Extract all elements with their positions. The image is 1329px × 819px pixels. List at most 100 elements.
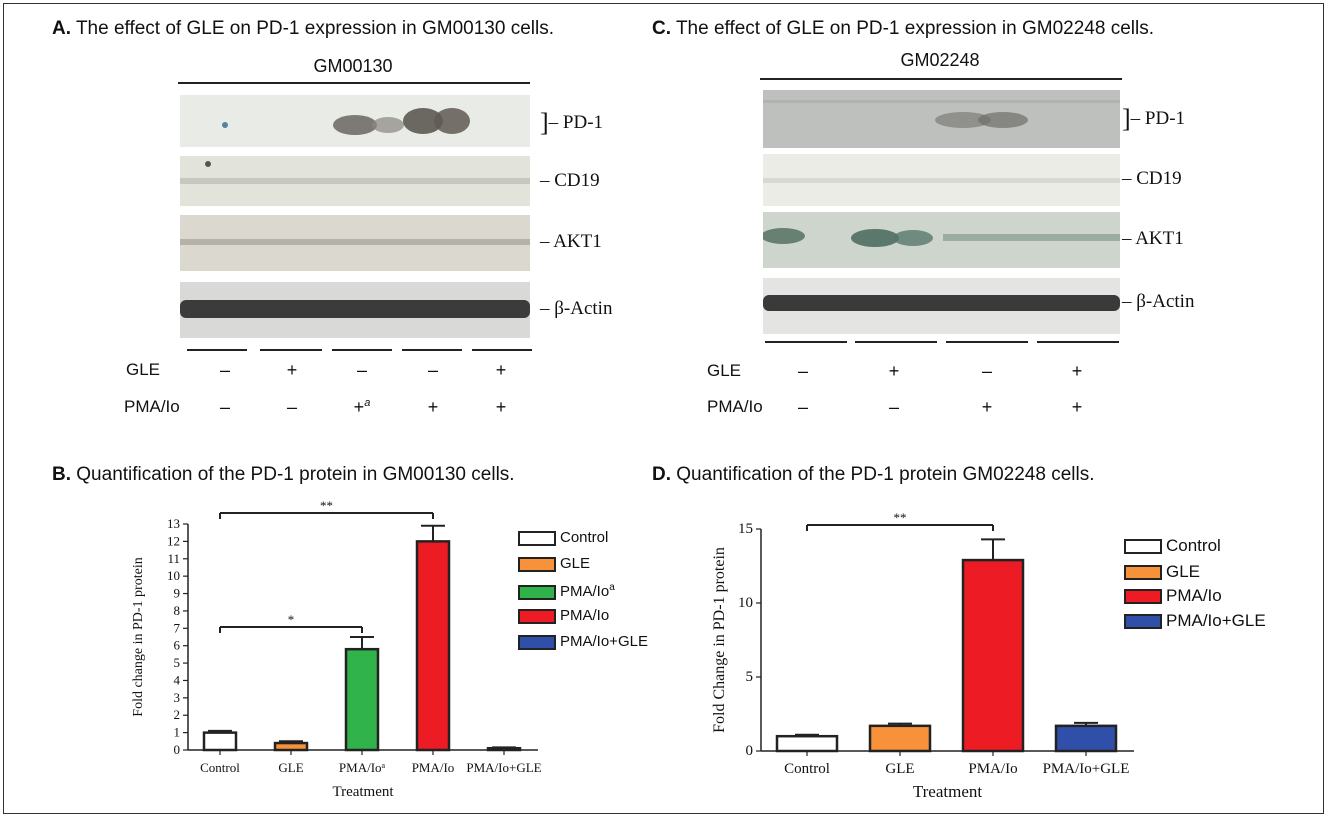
y-tick-label: 1 (174, 725, 181, 740)
panel-a-pd1-blot (180, 95, 530, 147)
panel-a-sign-text: + (353, 397, 365, 417)
y-tick-label: 5 (174, 655, 181, 670)
panel-a-sign: +a (352, 397, 372, 418)
y-tick-label: 13 (167, 516, 180, 531)
panel-c-lane-line (946, 341, 1028, 343)
panel-a-akt1-text: AKT1 (553, 231, 602, 252)
bar (202, 731, 238, 752)
panel-d-legend-item: PMA/Io+GLE (1124, 611, 1266, 631)
panel-b-title-text: Quantification of the PD-1 protein in GM… (76, 464, 515, 485)
bar (1054, 724, 1118, 753)
panel-c-title-text: The effect of GLE on PD-1 expression in … (675, 18, 1154, 39)
x-tick-label: PMA/Io+GLE (1043, 761, 1130, 777)
panel-d-legend-item: PMA/Io (1124, 586, 1222, 606)
significance-label: ** (894, 510, 907, 525)
y-tick-label: 10 (167, 568, 180, 583)
panel-a-sign: + (427, 397, 439, 417)
panel-b-legend-item: PMA/Ioa (518, 582, 615, 600)
y-tick-label: 11 (167, 551, 180, 566)
figure-frame (3, 3, 1324, 814)
legend-label: Control (560, 529, 609, 546)
panel-d-legend-item: Control (1124, 536, 1221, 556)
panel-a-akt1-blot (180, 215, 530, 271)
y-tick-label: 4 (174, 672, 181, 687)
panel-c-sign: – (797, 397, 808, 417)
panel-d-legend-item: GLE (1124, 562, 1200, 582)
significance-label: * (288, 612, 295, 627)
panel-c-pma-label: PMA/Io (707, 397, 763, 416)
panel-a-title: A. The effect of GLE on PD-1 expression … (52, 18, 554, 40)
panel-d-title-text: Quantification of the PD-1 protein GM022… (676, 464, 1095, 485)
panel-c-sign: + (1071, 361, 1083, 381)
panel-c-cell-line-bar (760, 78, 1122, 80)
y-axis-label: Fold change in PD-1 protein (131, 557, 146, 716)
y-tick-label: 3 (174, 690, 181, 705)
panel-c-sign: – (888, 397, 899, 417)
legend-swatch (518, 530, 556, 546)
y-tick-label: 0 (746, 743, 754, 759)
legend-swatch (1124, 539, 1162, 555)
panel-c-cell-line: GM02248 (900, 50, 980, 70)
legend-label: PMA/Io+GLE (1166, 611, 1266, 630)
panel-a-lane-line (260, 349, 322, 351)
panel-c-pd1-text: PD-1 (1144, 108, 1186, 129)
y-tick-label: 6 (174, 638, 181, 653)
legend-label: PMA/Io (560, 583, 610, 600)
x-tick-label: Control (200, 760, 240, 775)
panel-a-actin-label: – β-Actin (540, 298, 613, 319)
panel-c-gle-label: GLE (707, 361, 742, 380)
y-tick-label: 5 (746, 669, 754, 685)
panel-a-letter: A. (52, 18, 71, 39)
panel-c-title: C. The effect of GLE on PD-1 expression … (652, 18, 1154, 40)
panel-a-sign: + (495, 397, 507, 417)
legend-swatch (518, 556, 556, 572)
panel-c-sign: + (981, 397, 993, 417)
x-tick-label: PMA/Io (968, 761, 1017, 777)
legend-label: PMA/Io (1166, 586, 1222, 605)
panel-a-lane-line (332, 349, 392, 351)
x-tick-label: GLE (885, 761, 914, 777)
legend-label: Control (1166, 536, 1221, 555)
panel-c-akt1-text: AKT1 (1135, 228, 1184, 249)
panel-a-cell-line-bar (178, 82, 530, 84)
panel-a-title-text: The effect of GLE on PD-1 expression in … (75, 18, 554, 39)
panel-d-letter: D. (652, 464, 671, 485)
panel-c-akt1-label: – AKT1 (1122, 228, 1184, 249)
legend-swatch (1124, 565, 1162, 581)
panel-b-legend-item: PMA/Io+GLE (518, 633, 648, 650)
panel-a-cd19-text: CD19 (554, 170, 600, 191)
panel-c-lane-line (765, 341, 847, 343)
panel-c-sign: – (981, 361, 992, 381)
panel-c-sign: + (1071, 397, 1083, 417)
bar (486, 747, 522, 752)
bar (415, 540, 451, 752)
panel-a-actin-blot (180, 282, 530, 338)
panel-d-chart: 0 5 10 15 Control GLE PMA/Io PMA/Io+GLE ** Fold C… (711, 510, 1134, 801)
panel-b-legend-item: GLE (518, 555, 590, 572)
bar (775, 734, 839, 753)
legend-swatch (518, 584, 556, 600)
y-tick-label: 12 (167, 533, 180, 548)
panel-c-actin-label: – β-Actin (1122, 291, 1195, 312)
bar (344, 647, 380, 752)
x-tick-label: Control (784, 761, 830, 777)
panel-a-sign: + (495, 360, 507, 380)
legend-swatch (1124, 589, 1162, 605)
y-tick-label: 15 (738, 521, 753, 537)
x-tick-label: GLE (278, 760, 303, 775)
x-tick-label: PMA/Io+GLE (466, 760, 541, 775)
panel-c-akt1-blot (763, 212, 1120, 268)
panel-d-title: D. Quantification of the PD-1 protein GM… (652, 464, 1095, 486)
panel-b-letter: B. (52, 464, 71, 485)
panel-c-actin-blot (763, 278, 1120, 334)
panel-a-lane-line (187, 349, 247, 351)
y-tick-label: 8 (174, 603, 181, 618)
panel-a-actin-text: β-Actin (554, 298, 613, 319)
panel-a-superscript: a (364, 397, 371, 409)
y-tick-label: 10 (738, 595, 753, 611)
x-tick-label: PMA/Ioa (339, 760, 386, 775)
y-tick-label: 2 (174, 707, 181, 722)
panel-c-letter: C. (652, 18, 671, 39)
panel-c-cd19-label: – CD19 (1122, 168, 1182, 189)
